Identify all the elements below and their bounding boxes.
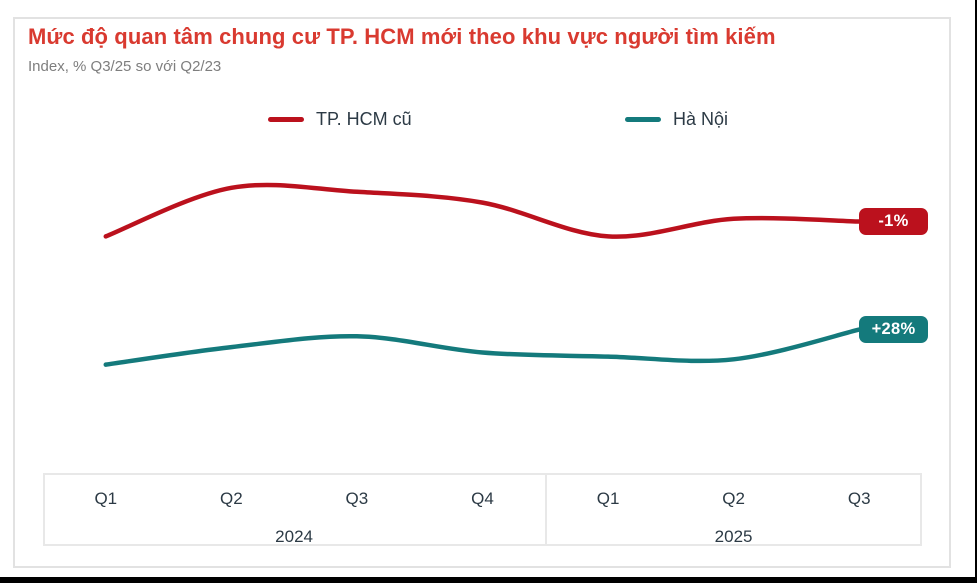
end-badge-hanoi: +28% — [859, 316, 928, 343]
x-axis-quarter-label: Q3 — [345, 489, 369, 508]
x-axis-quarter-label: Q3 — [847, 489, 871, 508]
legend-swatch-tphcm-icon — [268, 117, 304, 122]
legend-item-hanoi: Hà Nội — [625, 109, 728, 130]
legend-swatch-hanoi-icon — [625, 117, 661, 122]
x-axis-quarter-label: Q1 — [596, 489, 620, 508]
x-axis-quarter-label: Q4 — [471, 489, 494, 508]
window-edge-bottom — [0, 577, 977, 583]
legend-label-tphcm: TP. HCM cũ — [316, 109, 412, 129]
x-axis-quarter-label: Q2 — [220, 489, 243, 508]
chart-title: Mức độ quan tâm chung cư TP. HCM mới the… — [28, 24, 776, 49]
legend-item-tphcm: TP. HCM cũ — [268, 109, 412, 130]
legend-label-hanoi: Hà Nội — [673, 109, 729, 129]
end-badge-tphcm: -1% — [859, 208, 928, 235]
x-axis-year-label: 2024 — [275, 527, 314, 546]
x-axis-quarter-label: Q1 — [94, 489, 118, 508]
x-axis-year-divider — [545, 473, 548, 546]
x-axis-year-label: 2025 — [714, 527, 753, 546]
x-axis-box — [43, 473, 922, 546]
chart-card — [13, 17, 951, 568]
x-axis-quarter-label: Q2 — [722, 489, 745, 508]
chart-subtitle: Index, % Q3/25 so với Q2/23 — [28, 58, 222, 75]
window-edge-right — [975, 0, 977, 583]
